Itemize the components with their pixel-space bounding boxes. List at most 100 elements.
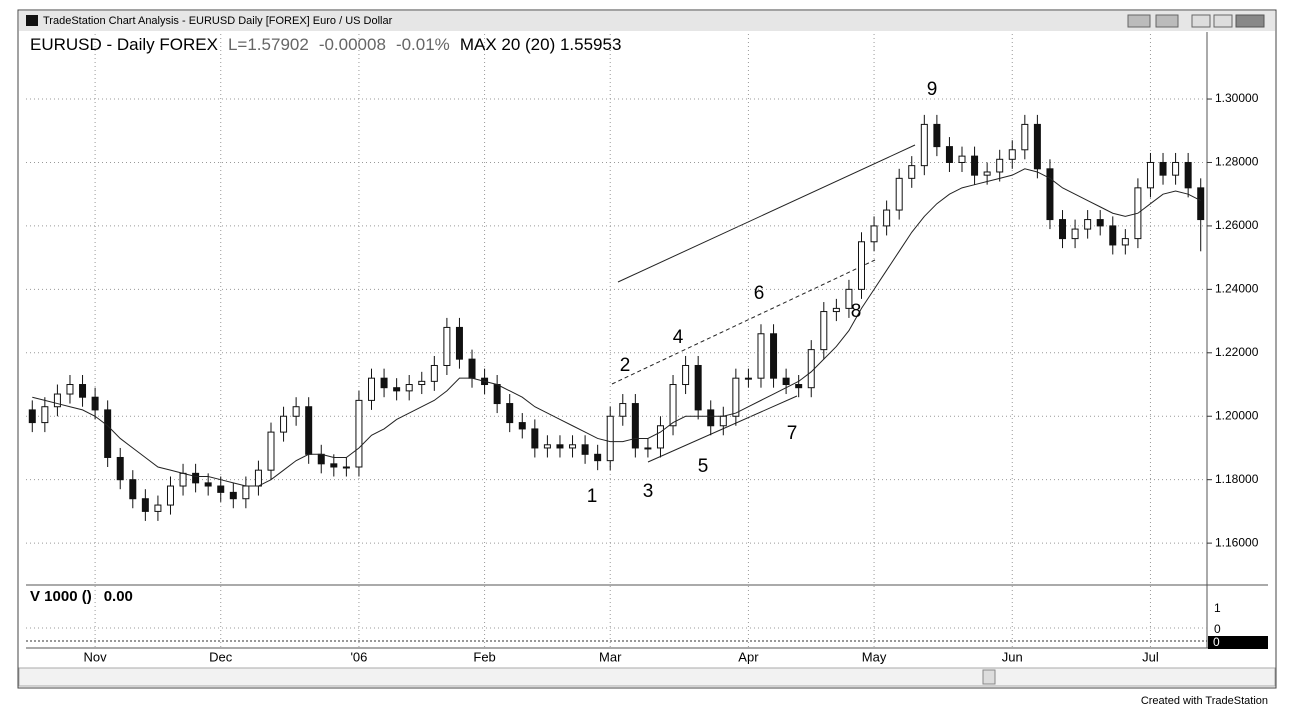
candle-body — [1159, 161, 1167, 176]
candle-body — [468, 358, 476, 379]
x-tick-label: Apr — [738, 649, 759, 664]
footer: Created with TradeStation — [1141, 695, 1268, 706]
candle-body — [418, 380, 426, 386]
candle-body — [958, 155, 966, 163]
candle-body — [895, 177, 903, 211]
candle-body — [368, 377, 376, 401]
trend-line — [617, 144, 916, 283]
candle-body — [280, 415, 288, 433]
candle-body — [254, 469, 262, 487]
candle-body — [506, 403, 514, 424]
window-title: TradeStation Chart Analysis - EURUSD Dai… — [43, 15, 393, 27]
candle-body — [920, 123, 928, 167]
scrollbar[interactable] — [18, 667, 1276, 687]
candle-body — [619, 403, 627, 417]
candle-body — [41, 406, 49, 424]
candle-body — [983, 171, 991, 176]
volume-tick: 0 — [1214, 622, 1221, 636]
candle-body — [1184, 161, 1192, 189]
scroll-thumb[interactable] — [982, 669, 996, 685]
candle-body — [945, 146, 953, 163]
candle-body — [380, 377, 388, 389]
candle-body — [204, 482, 212, 487]
candle-body — [317, 453, 325, 465]
y-tick-label: 1.28000 — [1215, 155, 1259, 169]
candle-body — [656, 425, 664, 449]
candle-body — [996, 158, 1004, 173]
candle-body — [707, 409, 715, 427]
candle-body — [28, 409, 36, 424]
wave-label: 3 — [643, 481, 654, 502]
candle-body — [543, 444, 551, 449]
candle-body — [443, 326, 451, 366]
candle-body — [1046, 168, 1054, 221]
chart-header: EURUSD - Daily FOREX L=1.57902 -0.00008 -0.… — [30, 35, 621, 54]
last-price: L=1.57902 — [228, 35, 309, 54]
candle-body — [129, 479, 137, 500]
x-tick-label: Jul — [1142, 649, 1159, 664]
y-tick-label: 1.24000 — [1215, 282, 1259, 296]
candle-body — [770, 333, 778, 379]
candle-body — [870, 225, 878, 243]
change-pct: -0.01% — [396, 35, 450, 54]
candle-body — [91, 396, 99, 411]
candle-body — [556, 444, 564, 449]
wave-label: 6 — [754, 283, 765, 304]
y-tick-label: 1.30000 — [1215, 91, 1259, 105]
candle-body — [569, 444, 577, 449]
candle-body — [405, 384, 413, 392]
candle-body — [242, 485, 250, 500]
volume-tick: 1 — [1214, 601, 1221, 615]
candle-body — [1197, 187, 1205, 221]
candle-body — [1172, 161, 1180, 176]
candle-body — [342, 466, 350, 469]
candle-body — [933, 123, 941, 148]
candle-body — [857, 241, 865, 290]
candle-body — [631, 403, 639, 449]
change: -0.00008 — [319, 35, 386, 54]
wave-label: 8 — [851, 301, 862, 322]
volume-name: V 1000 () — [30, 588, 92, 605]
y-tick-label: 1.22000 — [1215, 345, 1259, 359]
toolbar-button[interactable] — [1127, 14, 1151, 28]
candle-body — [1071, 228, 1079, 240]
x-tick-label: Nov — [84, 649, 108, 664]
candle-body — [292, 406, 300, 417]
close-button[interactable] — [1235, 14, 1265, 28]
candle-body — [305, 406, 313, 455]
x-tick-label: Dec — [209, 649, 233, 664]
app-icon — [26, 15, 38, 26]
candle-body — [1021, 123, 1029, 151]
last-value-box — [1208, 636, 1268, 649]
candle-body — [682, 364, 690, 386]
candle-body — [355, 399, 363, 468]
y-tick-label: 1.20000 — [1215, 408, 1259, 422]
y-tick-label: 1.18000 — [1215, 472, 1259, 486]
candle-body — [330, 463, 338, 468]
wave-label: 4 — [673, 327, 684, 348]
x-tick-label: Mar — [599, 649, 622, 664]
candle-body — [53, 393, 61, 408]
window-frame — [17, 9, 1277, 689]
candle-body — [455, 326, 463, 360]
wave-label: 9 — [927, 79, 938, 100]
x-tick-label: '06 — [350, 649, 367, 664]
candle-body — [1033, 123, 1041, 170]
candle-body — [166, 485, 174, 506]
candle-body — [1084, 219, 1092, 230]
y-tick-label: 1.26000 — [1215, 218, 1259, 232]
candle-body — [908, 165, 916, 179]
candle-body — [1008, 149, 1016, 160]
moving-average — [32, 168, 1201, 487]
minimize-button[interactable] — [1191, 14, 1211, 28]
candle-body — [669, 384, 677, 427]
maximize-button[interactable] — [1213, 14, 1233, 28]
toolbar-button[interactable] — [1155, 14, 1179, 28]
candle-body — [217, 485, 225, 493]
candle-body — [267, 431, 275, 471]
x-tick-label: Jun — [1002, 649, 1023, 664]
wave-label: 2 — [620, 355, 631, 376]
candle-body — [606, 415, 614, 462]
x-tick-label: Feb — [473, 649, 495, 664]
